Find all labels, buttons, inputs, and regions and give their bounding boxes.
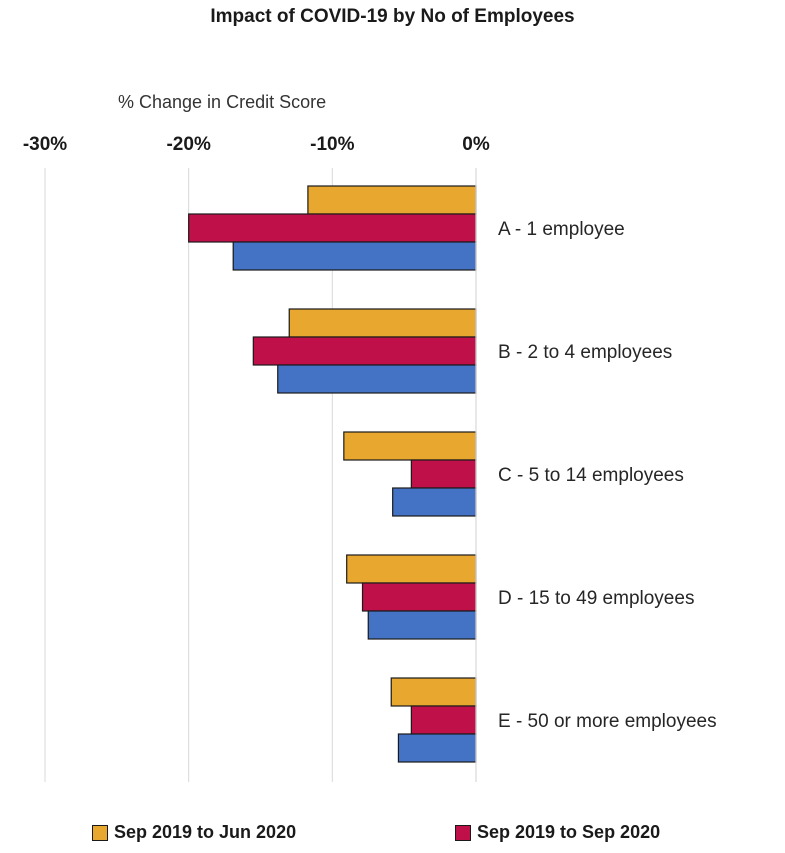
bar [397,733,477,763]
bar [307,185,477,215]
legend-label: Sep 2019 to Sep 2020 [477,822,661,842]
category-label: E - 50 or more employees [498,711,717,732]
bar [390,677,477,707]
bar [367,610,477,640]
legend-swatch [92,824,108,841]
x-tick-label: -20% [166,134,210,155]
bar [288,308,477,338]
x-axis-label: % Change in Credit Score [118,92,327,112]
legend-item-series-1: Sep 2019 to Jun 2020 [92,822,296,843]
category-label: B - 2 to 4 employees [498,342,672,363]
x-tick-label: 0% [462,134,490,155]
bar [410,705,477,735]
category-label: D - 15 to 49 employees [498,588,694,609]
category-label: A - 1 employee [498,219,625,240]
legend-swatch [455,824,471,841]
bar [277,364,477,394]
bar [346,554,477,584]
bar [188,213,477,243]
bar [252,336,477,366]
legend: Sep 2019 to Jun 2020 Sep 2019 to Sep 202… [0,822,785,852]
legend-label: Sep 2019 to Jun 2020 [114,822,297,842]
bar-chart: -30% -20% -10% 0% A - 1 employee B - 2 to 4 e… [23,134,717,782]
bar [410,459,477,489]
category-label: C - 5 to 14 employees [498,465,684,486]
x-tick-label: -30% [23,134,67,155]
chart-title: Impact of COVID-19 by No of Employees [210,6,575,27]
bar [232,241,477,271]
bar [392,487,477,517]
bar [343,431,477,461]
legend-item-series-2: Sep 2019 to Sep 2020 [455,822,660,843]
bar [361,582,477,612]
x-tick-label: -10% [310,134,354,155]
